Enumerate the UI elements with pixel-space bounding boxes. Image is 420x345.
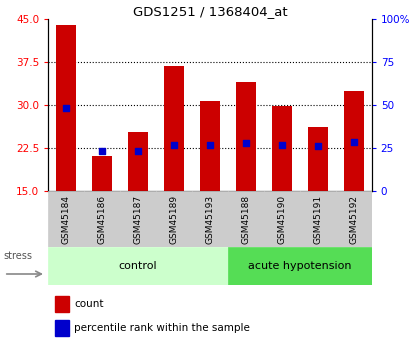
Bar [264, 191, 300, 247]
Point [171, 142, 177, 147]
Bar [48, 191, 84, 247]
Point [63, 105, 70, 110]
Text: percentile rank within the sample: percentile rank within the sample [74, 323, 250, 333]
Text: stress: stress [4, 251, 33, 261]
Bar [84, 191, 120, 247]
Text: GSM45187: GSM45187 [134, 195, 143, 244]
Bar [236, 82, 256, 191]
Bar [308, 127, 328, 191]
Bar [56, 25, 76, 191]
Text: control: control [119, 261, 158, 270]
Text: GSM45192: GSM45192 [349, 195, 358, 244]
Point [315, 143, 321, 148]
Point [278, 142, 285, 148]
Bar [156, 191, 192, 247]
Point [243, 140, 249, 146]
Text: GSM45193: GSM45193 [205, 195, 215, 244]
Point [207, 142, 213, 148]
Bar [192, 191, 228, 247]
Bar [336, 191, 372, 247]
Text: GSM45184: GSM45184 [62, 195, 71, 244]
Text: GSM45186: GSM45186 [98, 195, 107, 244]
Text: GSM45189: GSM45189 [170, 195, 178, 244]
Text: GSM45188: GSM45188 [241, 195, 250, 244]
Bar [55, 320, 69, 336]
Bar [228, 191, 264, 247]
Bar [92, 156, 112, 191]
Point [99, 148, 105, 154]
Title: GDS1251 / 1368404_at: GDS1251 / 1368404_at [133, 5, 287, 18]
Bar [344, 91, 364, 191]
Bar [164, 66, 184, 191]
Text: count: count [74, 299, 104, 309]
Bar [228, 247, 372, 285]
Point [350, 139, 357, 145]
Bar [48, 247, 228, 285]
Point [135, 148, 142, 154]
Bar [128, 132, 148, 191]
Bar [55, 296, 69, 312]
Bar [300, 191, 336, 247]
Text: GSM45191: GSM45191 [313, 195, 322, 244]
Text: GSM45190: GSM45190 [277, 195, 286, 244]
Bar [272, 106, 292, 191]
Bar [120, 191, 156, 247]
Bar [200, 101, 220, 191]
Text: acute hypotension: acute hypotension [248, 261, 352, 270]
